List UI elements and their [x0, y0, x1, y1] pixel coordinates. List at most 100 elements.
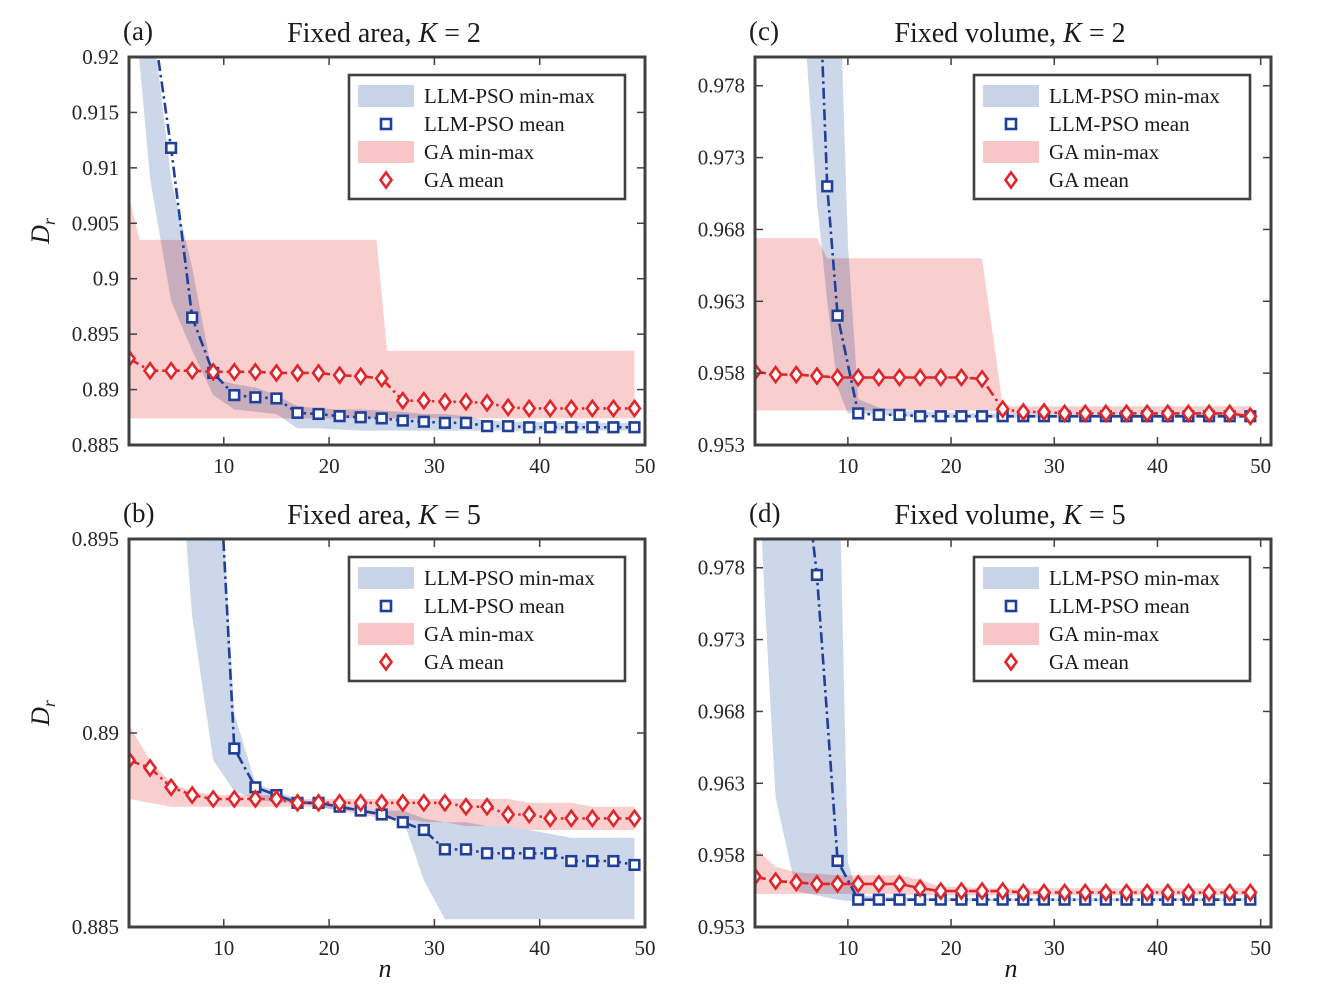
- pso-mean-marker: [502, 420, 515, 433]
- ga-mean-marker: [606, 398, 621, 419]
- ga-mean-marker: [892, 367, 907, 388]
- pso-mean-marker: [831, 854, 844, 867]
- ga-mean-marker: [206, 789, 221, 809]
- legend-entry-label: GA mean: [424, 650, 504, 674]
- ga-mean-marker: [395, 390, 410, 411]
- x-tick-label: 30: [424, 936, 445, 960]
- legend-swatch-pso-band: [358, 567, 414, 589]
- chart-title: Fixed area, K = 2: [287, 18, 481, 49]
- y-tick-label: 0.953: [698, 915, 745, 939]
- ga-mean-marker: [1160, 882, 1175, 903]
- pso-mean-marker: [396, 816, 409, 829]
- pso-minmax-band: [186, 539, 635, 920]
- title-suffix: = 5: [437, 500, 481, 531]
- title-var: K: [1062, 18, 1083, 49]
- ga-mean-marker: [353, 366, 368, 386]
- pso-mean-marker: [852, 407, 865, 420]
- pso-mean-marker: [333, 410, 346, 423]
- ga-mean-marker: [1036, 882, 1052, 903]
- x-tick-label: 50: [1250, 936, 1271, 960]
- legend-marker-ga: [1003, 170, 1019, 190]
- y-tick-label: 0.905: [72, 211, 119, 235]
- legend-entry-label: GA min-max: [424, 140, 535, 164]
- y-tick-label: 0.958: [698, 361, 745, 385]
- pso-mean-marker: [417, 823, 430, 837]
- pso-mean-marker: [354, 411, 367, 424]
- ga-mean-marker: [416, 390, 431, 411]
- pso-mean-marker: [586, 854, 599, 868]
- pso-mean-marker: [607, 421, 620, 434]
- pso-mean-marker: [975, 410, 989, 423]
- y-tick-label: 0.9: [93, 267, 119, 291]
- legend-entry-label: LLM-PSO min-max: [1049, 566, 1220, 590]
- ga-mean-marker: [437, 793, 453, 813]
- ga-mean-marker: [1181, 882, 1196, 903]
- ga-mean-marker: [789, 872, 804, 893]
- ga-mean-marker: [269, 363, 284, 383]
- legend-marker-ga: [378, 652, 394, 672]
- title-suffix: = 2: [437, 18, 481, 49]
- pso-mean-marker: [586, 421, 599, 434]
- ga-mean-marker: [1078, 882, 1093, 903]
- legend-entry-label: LLM-PSO mean: [1049, 112, 1190, 136]
- ga-mean-marker: [809, 874, 825, 894]
- pso-mean-marker: [291, 406, 304, 419]
- pso-mean-marker: [852, 893, 865, 906]
- ga-mean-marker: [1222, 403, 1237, 424]
- legend-swatch-ga-band: [983, 623, 1039, 645]
- pso-mean-marker: [544, 847, 557, 860]
- x-tick-label: 40: [1147, 936, 1168, 960]
- x-tick-label: 10: [213, 454, 234, 478]
- ga-mean-marker: [1016, 402, 1031, 422]
- y-axis-label-main: D: [26, 707, 55, 727]
- legend-marker-pso: [1004, 117, 1018, 131]
- pso-minmax-band: [761, 539, 1251, 902]
- x-tick-label: 10: [837, 454, 858, 478]
- y-tick-label: 0.885: [72, 915, 119, 939]
- legend: LLM-PSO min-max LLM-PSO mean GA min-max GA …: [347, 73, 627, 201]
- ga-mean-marker: [768, 364, 783, 385]
- ga-mean-marker: [1016, 882, 1031, 903]
- legend-swatch-ga-band: [358, 623, 414, 645]
- ga-mean-marker: [892, 874, 907, 894]
- ga-mean-marker: [543, 398, 558, 419]
- ga-mean-marker: [995, 399, 1010, 419]
- y-tick-label: 0.968: [698, 699, 745, 723]
- pso-mean-marker: [480, 420, 494, 433]
- panel-label: (d): [749, 498, 780, 528]
- pso-mean-marker: [893, 408, 906, 421]
- ga-mean-marker: [1243, 882, 1258, 903]
- title-prefix: Fixed volume,: [894, 18, 1063, 49]
- x-tick-label: 20: [319, 454, 340, 478]
- x-tick-label: 50: [1250, 454, 1271, 478]
- y-tick-label: 0.973: [698, 146, 745, 170]
- legend-entry-label: GA mean: [1049, 650, 1129, 674]
- pso-mean-marker: [523, 847, 536, 860]
- ga-mean-marker: [933, 881, 948, 901]
- ga-mean-marker: [627, 398, 642, 419]
- pso-mean-marker: [523, 421, 536, 434]
- ga-mean-marker: [248, 362, 263, 382]
- pso-mean-marker: [628, 858, 641, 872]
- legend-swatch-ga-band: [358, 141, 414, 163]
- title-prefix: Fixed area,: [287, 18, 418, 49]
- ga-mean-marker: [164, 777, 179, 798]
- x-tick-label: 10: [213, 936, 234, 960]
- legend-swatch-pso-band: [358, 85, 414, 107]
- ga-mean-marker: [1201, 403, 1217, 424]
- ga-mean-marker: [522, 804, 537, 825]
- ga-mean-marker: [851, 367, 866, 388]
- chart-title: Fixed area, K = 5: [287, 500, 481, 531]
- ga-mean-marker: [458, 797, 474, 817]
- ga-mean-marker: [458, 392, 474, 412]
- y-axis-label-main: D: [26, 225, 55, 245]
- y-tick-label: 0.958: [698, 843, 745, 867]
- panel-b: 10 20 30 40 50 0.885 0.89 0.895(b) Fixed area, K…: [26, 498, 656, 983]
- ga-mean-marker: [311, 363, 326, 383]
- legend-entry-label: GA mean: [1049, 168, 1129, 192]
- y-tick-label: 0.89: [82, 378, 119, 402]
- y-axis-label-sub: r: [39, 699, 59, 707]
- plot-area: [755, 57, 1258, 426]
- legend: LLM-PSO min-max LLM-PSO mean GA min-max GA …: [972, 73, 1252, 201]
- ga-mean-marker: [1119, 403, 1134, 424]
